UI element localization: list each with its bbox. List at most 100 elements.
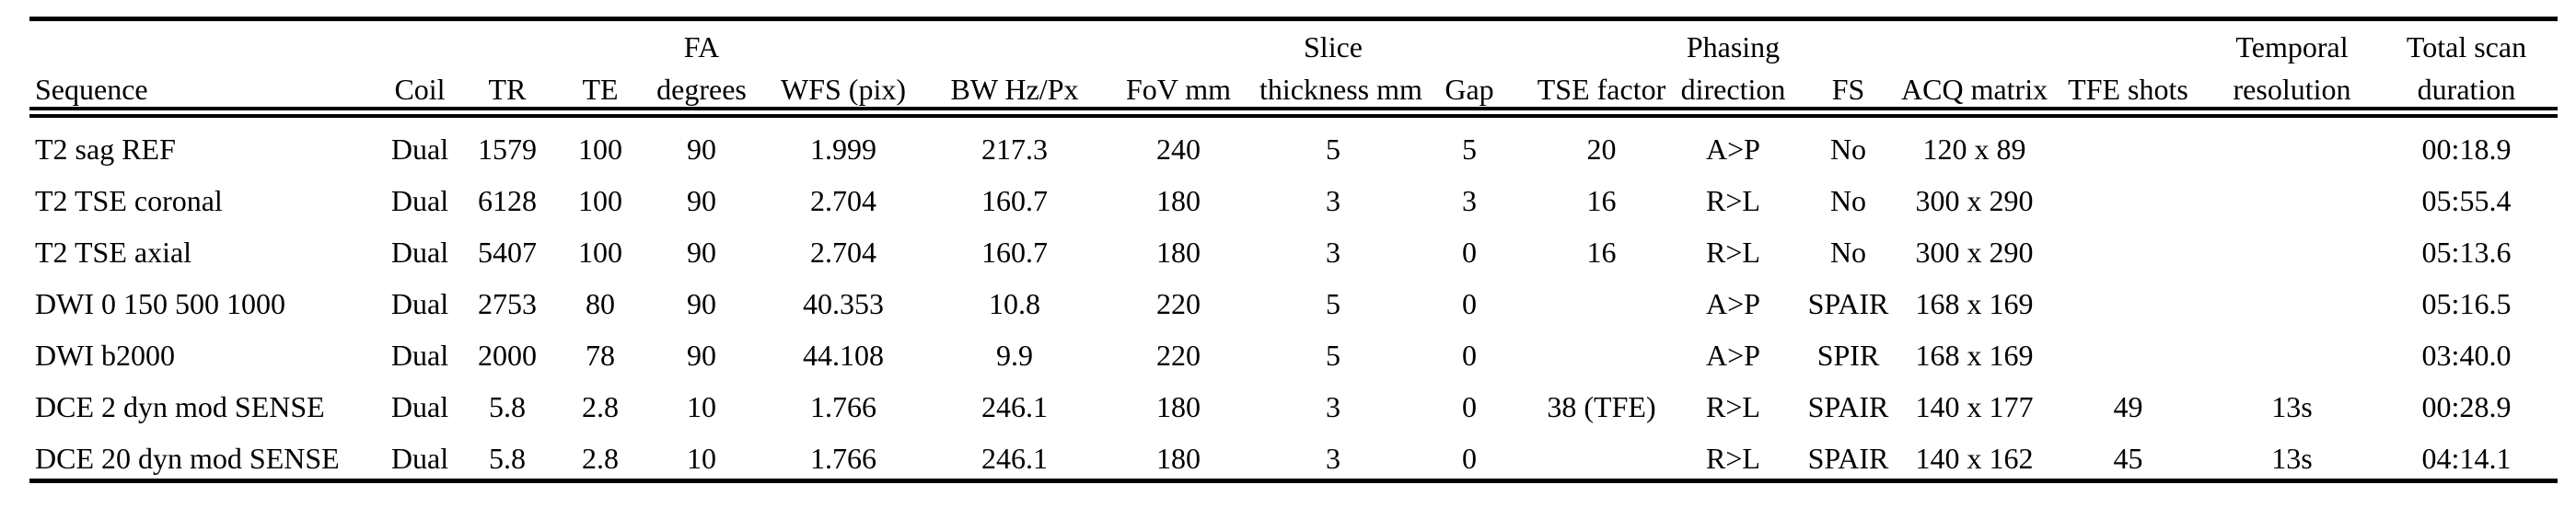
cell-wfs-pix: 40.353	[803, 286, 884, 320]
cell-fov-mm: 180	[1156, 183, 1201, 217]
cell-coil: Dual	[390, 235, 449, 269]
cell-acq-matrix: 140 x 177	[1915, 389, 2034, 423]
column-header-tfe-shots: TFE shots	[2048, 17, 2209, 118]
cell-fa-degrees: 90	[687, 286, 716, 320]
table-row: DCE 20 dyn mod SENSE Dual 5.8 2.8 10 1.7…	[29, 427, 2558, 483]
cell-gap: 0	[1462, 338, 1477, 372]
cell-sequence: T2 TSE axial	[35, 235, 192, 269]
table-row: T2 sag REF Dual 1579 100 90 1.999 217.3 …	[29, 112, 2558, 169]
header-label-line2: TSE factor	[1537, 73, 1666, 106]
cell-temporal-resolution	[2209, 324, 2375, 375]
cell-temporal-resolution	[2209, 169, 2375, 221]
cell-sequence: DCE 20 dyn mod SENSE	[29, 427, 377, 483]
cell-coil: Dual	[390, 132, 449, 166]
cell-fov-mm: 180	[1156, 235, 1201, 269]
cell-coil: Dual	[390, 389, 449, 423]
header-label-line2: thickness mm	[1259, 73, 1422, 106]
cell-tfe-shots	[2048, 221, 2209, 272]
cell-wfs-pix: 1.999	[810, 132, 876, 166]
header-label-line1: Temporal	[2235, 30, 2349, 64]
cell-fa-degrees: 90	[687, 235, 716, 269]
cell-fa-degrees: 90	[687, 183, 716, 217]
header-label-line2: FS	[1831, 73, 1865, 106]
cell-fa-degrees: 90	[687, 132, 716, 166]
cell-tse-factor: 20	[1586, 132, 1617, 166]
column-header-te: TE	[552, 17, 648, 118]
cell-tr: 6128	[478, 183, 537, 217]
header-label-line1: Slice	[1304, 30, 1363, 64]
cell-fa-degrees: 10	[687, 389, 716, 423]
cell-slice-thickness: 3	[1326, 389, 1340, 423]
header-label-line1	[1097, 21, 1259, 67]
cell-phasing-direction: R>L	[1706, 389, 1760, 423]
header-label-line1	[1407, 21, 1532, 67]
header-label-line2: Gap	[1445, 73, 1494, 106]
column-header-slice-thickness: Slice thickness mm	[1259, 17, 1422, 118]
cell-fs: SPIR	[1816, 338, 1880, 372]
cell-tse-factor	[1532, 427, 1671, 483]
cell-fa-degrees: 90	[687, 338, 716, 372]
cell-acq-matrix: 120 x 89	[1922, 132, 2026, 166]
header-label-line2: BW Hz/Px	[950, 73, 1079, 106]
cell-temporal-resolution	[2209, 112, 2375, 169]
cell-coil: Dual	[390, 338, 449, 372]
cell-tfe-shots	[2048, 272, 2209, 324]
cell-total-scan-duration: 03:40.0	[2421, 338, 2512, 372]
cell-acq-matrix: 168 x 169	[1915, 338, 2034, 372]
header-label-line1	[1532, 21, 1671, 67]
cell-wfs-pix: 1.766	[755, 427, 932, 483]
cell-fov-mm: 180	[1097, 427, 1259, 483]
cell-bw-hz-px: 9.9	[996, 338, 1033, 372]
column-header-tr: TR	[462, 17, 552, 118]
cell-tse-factor: 16	[1586, 235, 1617, 269]
column-header-coil: Coil	[377, 17, 462, 118]
header-label-line1: FA	[683, 30, 720, 64]
header-label-line2: WFS (pix)	[781, 73, 906, 106]
cell-gap: 0	[1462, 235, 1477, 269]
cell-fs: No	[1829, 183, 1867, 217]
cell-total-scan-duration: 05:55.4	[2421, 183, 2512, 217]
header-label-line1	[1901, 21, 2048, 67]
cell-total-scan-duration: 04:14.1	[2375, 427, 2558, 483]
header-label-line2: TFE shots	[2068, 73, 2188, 106]
cell-phasing-direction: R>L	[1706, 183, 1760, 217]
cell-slice-thickness: 3	[1326, 235, 1340, 269]
column-header-wfs-pix: WFS (pix)	[755, 17, 932, 118]
cell-bw-hz-px: 217.3	[981, 132, 1048, 166]
column-header-sequence: Sequence	[29, 17, 377, 118]
cell-total-scan-duration: 00:18.9	[2421, 132, 2512, 166]
cell-phasing-direction: A>P	[1706, 132, 1760, 166]
header-label-line2: ACQ matrix	[1901, 73, 2048, 106]
cell-bw-hz-px: 160.7	[981, 235, 1048, 269]
cell-fov-mm: 220	[1156, 286, 1201, 320]
header-label-line2: resolution	[2233, 73, 2351, 106]
cell-coil: Dual	[390, 286, 449, 320]
table-row: DCE 2 dyn mod SENSE Dual 5.8 2.8 10 1.76…	[29, 375, 2558, 427]
column-header-gap: Gap	[1407, 17, 1532, 118]
cell-tr: 5407	[478, 235, 537, 269]
cell-total-scan-duration: 00:28.9	[2421, 389, 2512, 423]
cell-wfs-pix: 2.704	[810, 183, 876, 217]
cell-total-scan-duration: 05:16.5	[2421, 286, 2512, 320]
cell-te: 80	[586, 286, 615, 320]
cell-fs: No	[1829, 235, 1867, 269]
cell-fs: No	[1829, 132, 1867, 166]
column-header-phasing-direction: Phasing direction	[1671, 17, 1795, 118]
header-label-line2: Coil	[394, 73, 446, 106]
header-label-line2: degrees	[656, 73, 747, 106]
cell-phasing-direction: R>L	[1706, 235, 1760, 269]
cell-fs: SPAIR	[1795, 427, 1901, 483]
header-label-line1	[377, 21, 462, 67]
cell-temporal-resolution: 13s	[2271, 389, 2313, 423]
cell-tr: 2000	[478, 338, 537, 372]
cell-tr: 1579	[478, 132, 537, 166]
header-label-line1	[2048, 21, 2209, 67]
header-label-line2: duration	[2417, 73, 2516, 106]
cell-wfs-pix: 2.704	[810, 235, 876, 269]
cell-phasing-direction: R>L	[1671, 427, 1795, 483]
header-label-line2: Sequence	[35, 73, 148, 106]
header-label-line2: FoV mm	[1125, 73, 1232, 106]
header-label-line2: direction	[1680, 73, 1786, 106]
cell-fov-mm: 180	[1156, 389, 1201, 423]
column-header-total-scan-duration: Total scan duration	[2375, 17, 2558, 118]
